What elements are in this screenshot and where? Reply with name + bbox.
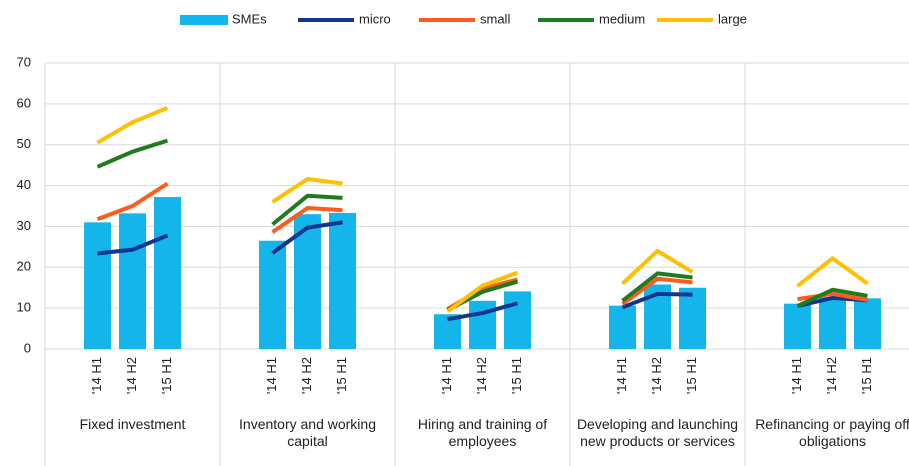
x-tick-label: '14 H2 [124, 357, 139, 394]
group-label: Refinancing or paying off obligations [755, 416, 909, 449]
y-tick-label: 30 [17, 218, 31, 233]
y-tick-label: 50 [17, 136, 31, 151]
group-label: Developing and launching new products or… [576, 416, 739, 449]
y-tick-label: 40 [17, 177, 31, 192]
line [97, 233, 169, 256]
line [271, 193, 343, 226]
y-tick-label: 10 [17, 300, 31, 315]
bar [784, 303, 811, 349]
x-tick-label: '15 H1 [509, 357, 524, 394]
line [446, 270, 519, 314]
legend-label: SMEs [232, 11, 267, 26]
x-tick-label: '15 H1 [684, 357, 699, 394]
line [796, 287, 868, 308]
legend-label: small [480, 11, 510, 26]
y-tick-label: 0 [24, 340, 31, 355]
line [271, 220, 343, 255]
line [621, 248, 694, 286]
line [271, 177, 343, 204]
bar [679, 287, 706, 349]
line [271, 206, 343, 234]
line [96, 181, 169, 221]
x-tick-label: '14 H1 [89, 357, 104, 394]
x-tick-label: '15 H1 [334, 357, 349, 394]
x-tick-label: '15 H1 [859, 357, 874, 394]
line [796, 256, 869, 288]
group-label: Fixed investment [79, 416, 186, 432]
group-label: Inventory and working capital [239, 416, 376, 449]
x-tick-label: '14 H1 [264, 357, 279, 394]
bar [504, 291, 531, 349]
bar [154, 197, 181, 349]
bar [469, 300, 496, 349]
x-tick-label: '14 H2 [474, 357, 489, 394]
bar [854, 298, 881, 349]
bar [84, 222, 111, 349]
y-tick-label: 70 [17, 54, 31, 69]
y-tick-label: 20 [17, 259, 31, 274]
bar [434, 314, 461, 349]
line [797, 291, 868, 302]
line [96, 106, 169, 145]
legend-label: medium [599, 11, 645, 26]
line [621, 271, 693, 303]
x-tick-label: '15 H1 [159, 357, 174, 394]
line [447, 301, 519, 322]
x-tick-label: '14 H1 [789, 357, 804, 394]
x-tick-label: '14 H1 [439, 357, 454, 394]
x-tick-label: '14 H2 [824, 357, 839, 394]
bar [259, 240, 286, 349]
bar [609, 305, 636, 349]
line [621, 291, 693, 310]
x-tick-label: '14 H2 [649, 357, 664, 394]
legend-swatch [180, 15, 228, 25]
x-tick-label: '14 H1 [614, 357, 629, 394]
line [621, 276, 693, 306]
bar [294, 214, 321, 349]
line [96, 138, 169, 169]
y-tick-label: 60 [17, 95, 31, 110]
legend-label: micro [359, 11, 391, 26]
bar [329, 212, 356, 349]
bar [119, 213, 146, 349]
bar [819, 297, 846, 349]
legend-label: large [718, 11, 747, 26]
group-label: Hiring and training of employees [417, 416, 548, 449]
x-tick-label: '14 H2 [299, 357, 314, 394]
